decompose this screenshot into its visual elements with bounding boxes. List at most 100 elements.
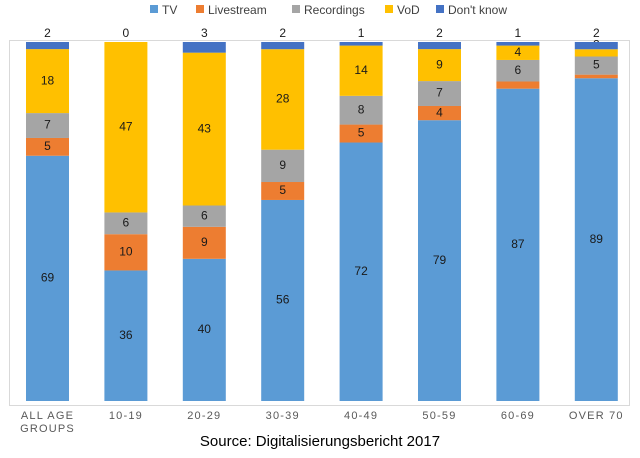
bar-segment-vod [418, 49, 461, 82]
bar-segment-recordings [261, 149, 305, 183]
bar-segment-recordings [104, 212, 148, 235]
bar-segment-tv [496, 88, 540, 402]
data-label-vod: 18 [41, 73, 55, 87]
data-label-vod: 28 [276, 92, 290, 106]
data-label-livestream: 5 [358, 126, 365, 140]
legend-swatch [385, 5, 393, 13]
data-label-recordings: 6 [201, 208, 208, 222]
bar-segment-vod [261, 49, 305, 150]
data-label-tv: 36 [119, 328, 133, 342]
data-label-recordings: 6 [515, 63, 522, 77]
data-label-don-t-know: 2 [593, 26, 600, 40]
x-tick-label-all-age-groups: ALL AGE GROUPS [20, 410, 75, 435]
data-label-don-t-know: 2 [44, 26, 51, 40]
bar-segment-tv [418, 120, 461, 401]
data-label-tv: 40 [198, 322, 212, 336]
bar-segment-recordings [26, 113, 69, 138]
data-label-don-t-know: 3 [201, 26, 208, 40]
bar-group-over-70: 891522 [574, 26, 618, 401]
data-label-tv: 89 [590, 232, 604, 246]
data-label-recordings: 6 [123, 215, 130, 229]
data-label-don-t-know: 1 [515, 26, 522, 40]
x-tick-label-30-39: 30-39 [266, 410, 300, 422]
data-label-recordings: 8 [358, 102, 365, 116]
legend-label: Recordings [304, 3, 365, 17]
data-label-recordings: 9 [279, 158, 286, 172]
x-axis-ticks: ALL AGE GROUPS 10-19 20-29 30-39 40-49 50-59 60… [20, 410, 624, 435]
bar-group-10-19: 36 10 6 47 0 [104, 26, 148, 401]
bar-segment-tv [339, 142, 383, 401]
legend-item-livestream: Livestream [196, 3, 267, 17]
bar-segment-don-t-know [182, 42, 226, 53]
plot-area-border [9, 40, 630, 406]
x-tick-label-50-59: 50-59 [422, 410, 456, 422]
bar-segment-livestream [261, 182, 305, 200]
data-label-vod: 9 [436, 57, 443, 71]
bars: 6957182361064704096433565928272581417947… [26, 26, 618, 402]
bar-segment-recordings [182, 205, 226, 227]
bar-segment-don-t-know [496, 42, 540, 46]
data-label-vod: 14 [354, 63, 368, 77]
bar-group-60-69: 872641 [496, 26, 540, 402]
bar-segment-livestream [182, 226, 226, 259]
bar-segment-recordings [496, 59, 540, 82]
bar-segment-tv [574, 78, 618, 401]
bar-group-all-age-groups: 69 5 7 18 2 [26, 26, 69, 401]
legend-label: VoD [397, 3, 420, 17]
bar-group-40-49: 72 5 8 14 1 [339, 26, 383, 401]
data-label-don-t-know: 1 [358, 26, 365, 40]
data-label-tv: 87 [511, 237, 525, 251]
data-label-tv: 79 [433, 253, 447, 267]
legend-swatch [150, 5, 158, 13]
bar-segment-livestream [26, 137, 69, 156]
legend-label: Don't know [448, 3, 507, 17]
legend-item-tv: TV [150, 3, 177, 17]
x-tick-label-20-29: 20-29 [187, 410, 221, 422]
bar-segment-don-t-know [261, 42, 305, 50]
data-label-livestream: 10 [119, 244, 133, 258]
bar-group-20-29: 40 9 6 43 3 [182, 26, 226, 401]
bar-segment-vod [574, 49, 618, 57]
bar-segment-livestream [574, 74, 618, 79]
data-label-don-t-know: 2 [279, 26, 286, 40]
bar-segment-vod [182, 52, 226, 206]
data-label-recordings: 5 [593, 58, 600, 72]
x-tick-label-60-69: 60-69 [501, 410, 535, 422]
bar-segment-recordings [339, 95, 383, 125]
bar-segment-don-t-know [418, 42, 461, 50]
bar-group-30-39: 56 5 9 28 2 [261, 26, 305, 401]
data-label-livestream: 5 [44, 139, 51, 153]
bar-segment-livestream [339, 124, 383, 143]
bar-segment-don-t-know [574, 42, 618, 50]
bar-segment-livestream [496, 81, 540, 89]
bar-segment-tv [182, 258, 226, 401]
legend-item-recordings: Recordings [292, 3, 365, 17]
data-label-tv: 56 [276, 293, 290, 307]
bar-segment-tv [104, 270, 148, 401]
bar-segment-livestream [104, 234, 148, 271]
data-label-tv: 69 [41, 271, 55, 285]
bar-segment-vod [496, 45, 540, 60]
bar-segment-tv [26, 155, 69, 401]
bar-segment-don-t-know [26, 42, 69, 50]
legend-swatch [436, 5, 444, 13]
x-tick-label-40-49: 40-49 [344, 410, 378, 422]
bar-segment-vod [104, 42, 148, 213]
legend-label: TV [162, 3, 177, 17]
x-tick-label-over-70: OVER 70 [569, 410, 624, 422]
legend-item-vod: VoD [385, 3, 420, 17]
bar-segment-recordings [574, 56, 618, 75]
legend-item-don-t-know: Don't know [436, 3, 507, 17]
data-label-livestream: 9 [201, 235, 208, 249]
legend-swatch [196, 5, 204, 13]
source-caption: Source: Digitalisierungsbericht 2017 [200, 433, 440, 450]
data-label-vod: 43 [198, 121, 212, 135]
data-label-don-t-know: 2 [436, 26, 443, 40]
bar-segment-don-t-know [339, 42, 383, 46]
data-label-livestream: 4 [436, 105, 443, 119]
legend: TV Livestream Recordings VoD Don't know [150, 3, 507, 17]
bar-segment-tv [261, 199, 305, 401]
data-label-vod: 47 [119, 119, 133, 133]
